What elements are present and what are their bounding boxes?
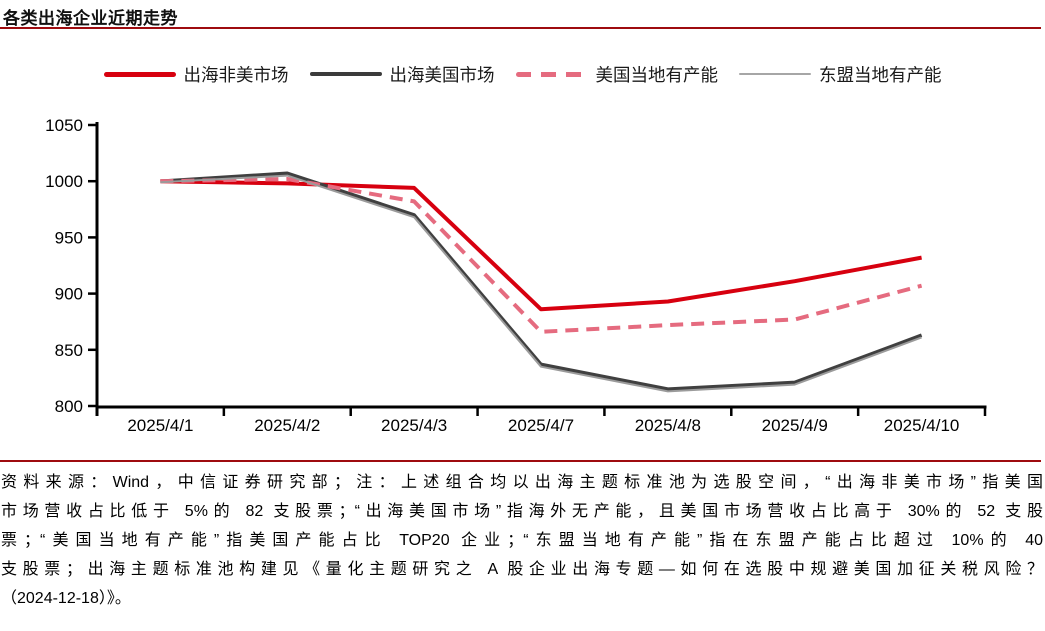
series-line-2: [160, 171, 923, 391]
y-axis-tick-label: 1050: [45, 116, 83, 135]
footnote-divider-rule: [0, 460, 1041, 462]
legend-line-sample-icon: [103, 71, 176, 77]
legend-line-sample-icon: [309, 71, 382, 77]
series-line-1: [160, 179, 922, 312]
footnote-line-4: 支股票；出海主题标准池构建见《量化主题研究之 A 股企业出海专题—如何在选股中规…: [1, 561, 1043, 578]
legend-line-sample-icon: [739, 73, 811, 75]
footnote-line-3: 票；“美国当地有产能”指美国产能占比 TOP20 企业；“东盟当地有产能”指在东…: [1, 532, 1043, 549]
series-line-4: [160, 174, 922, 393]
footnote-line-2: 市场营收占比低于 5%的 82 支股票；“出海美国市场”指海外无产能，且美国市场…: [1, 503, 1043, 520]
title-underline-rule: [0, 27, 1041, 29]
source-footnote: 资料来源：Wind，中信证券研究部；注：上述组合均以出海主题标准池为选股空间，“…: [1, 468, 1043, 613]
x-axis-category-label: 2025/4/7: [508, 416, 574, 435]
legend-item-label: 美国当地有产能: [595, 64, 719, 85]
legend-item-4: 东盟当地有产能: [739, 62, 942, 87]
legend-item-label: 出海非美市场: [183, 64, 289, 85]
x-axis-category-label: 2025/4/8: [635, 416, 701, 435]
legend-item-3: 美国当地有产能: [515, 62, 719, 87]
x-axis-category-label: 2025/4/1: [127, 416, 193, 435]
x-axis-category-label: 2025/4/10: [884, 416, 960, 435]
y-axis-tick-label: 950: [55, 228, 83, 247]
trend-line-chart: 800 850 900 950 1000 1050 2025/4/1 2025/4/2 2025…: [45, 116, 987, 435]
y-axis-tick-label: 800: [55, 397, 83, 416]
footnote-line-5: （2024-12-18）》。: [1, 590, 131, 607]
y-axis-tick-label: 900: [55, 285, 83, 304]
footnote-line-1: 资料来源：Wind，中信证券研究部；注：上述组合均以出海主题标准池为选股空间，“…: [1, 474, 1043, 491]
legend-line-sample-icon: [515, 71, 588, 77]
legend-item-label: 出海美国市场: [389, 64, 495, 85]
series-line-3: [160, 177, 923, 334]
y-axis-tick-label: 850: [55, 341, 83, 360]
page-title: 各类出海企业近期走势: [3, 9, 178, 28]
legend-item-label: 东盟当地有产能: [819, 64, 942, 85]
x-axis-category-label: 2025/4/3: [381, 416, 447, 435]
x-axis-category-label: 2025/4/9: [762, 416, 828, 435]
legend-item-2: 出海美国市场: [309, 62, 495, 87]
x-axis-category-label: 2025/4/2: [254, 416, 320, 435]
y-axis-tick-label: 1000: [45, 172, 83, 191]
chart-legend: 出海非美市场 出海美国市场 美国当地有产能 东盟当地有产能: [0, 60, 1045, 88]
legend-item-1: 出海非美市场: [103, 62, 289, 87]
